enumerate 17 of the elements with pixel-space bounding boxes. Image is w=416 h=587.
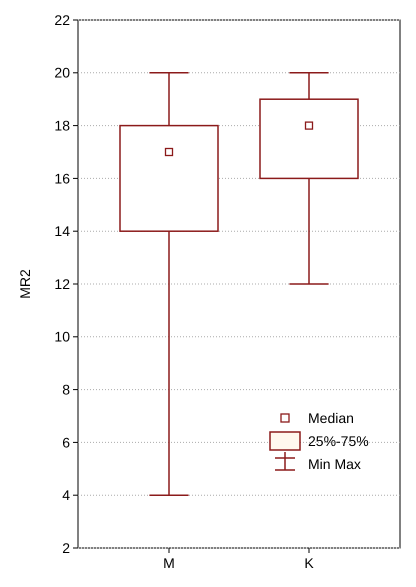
- y-tick-label: 10: [54, 328, 70, 345]
- y-tick-label: 4: [62, 487, 70, 504]
- y-tick-label: 14: [54, 223, 70, 240]
- y-tick-label: 6: [62, 434, 70, 450]
- y-tick-label: 12: [54, 276, 70, 292]
- x-tick-label: K: [304, 555, 314, 571]
- annotation: Median: [308, 410, 354, 426]
- annotation: Min Max: [308, 456, 361, 472]
- y-tick-label: 20: [54, 64, 70, 81]
- annotation: 25%-75%: [308, 432, 369, 449]
- y-axis-title: MR2: [17, 269, 33, 299]
- x-tick-label: M: [163, 555, 175, 571]
- y-tick-label: 18: [54, 118, 70, 134]
- y-tick-label: 22: [54, 12, 70, 28]
- y-tick-label: 8: [62, 382, 70, 398]
- y-tick-label: 16: [54, 170, 70, 186]
- y-tick-label: 2: [62, 540, 70, 556]
